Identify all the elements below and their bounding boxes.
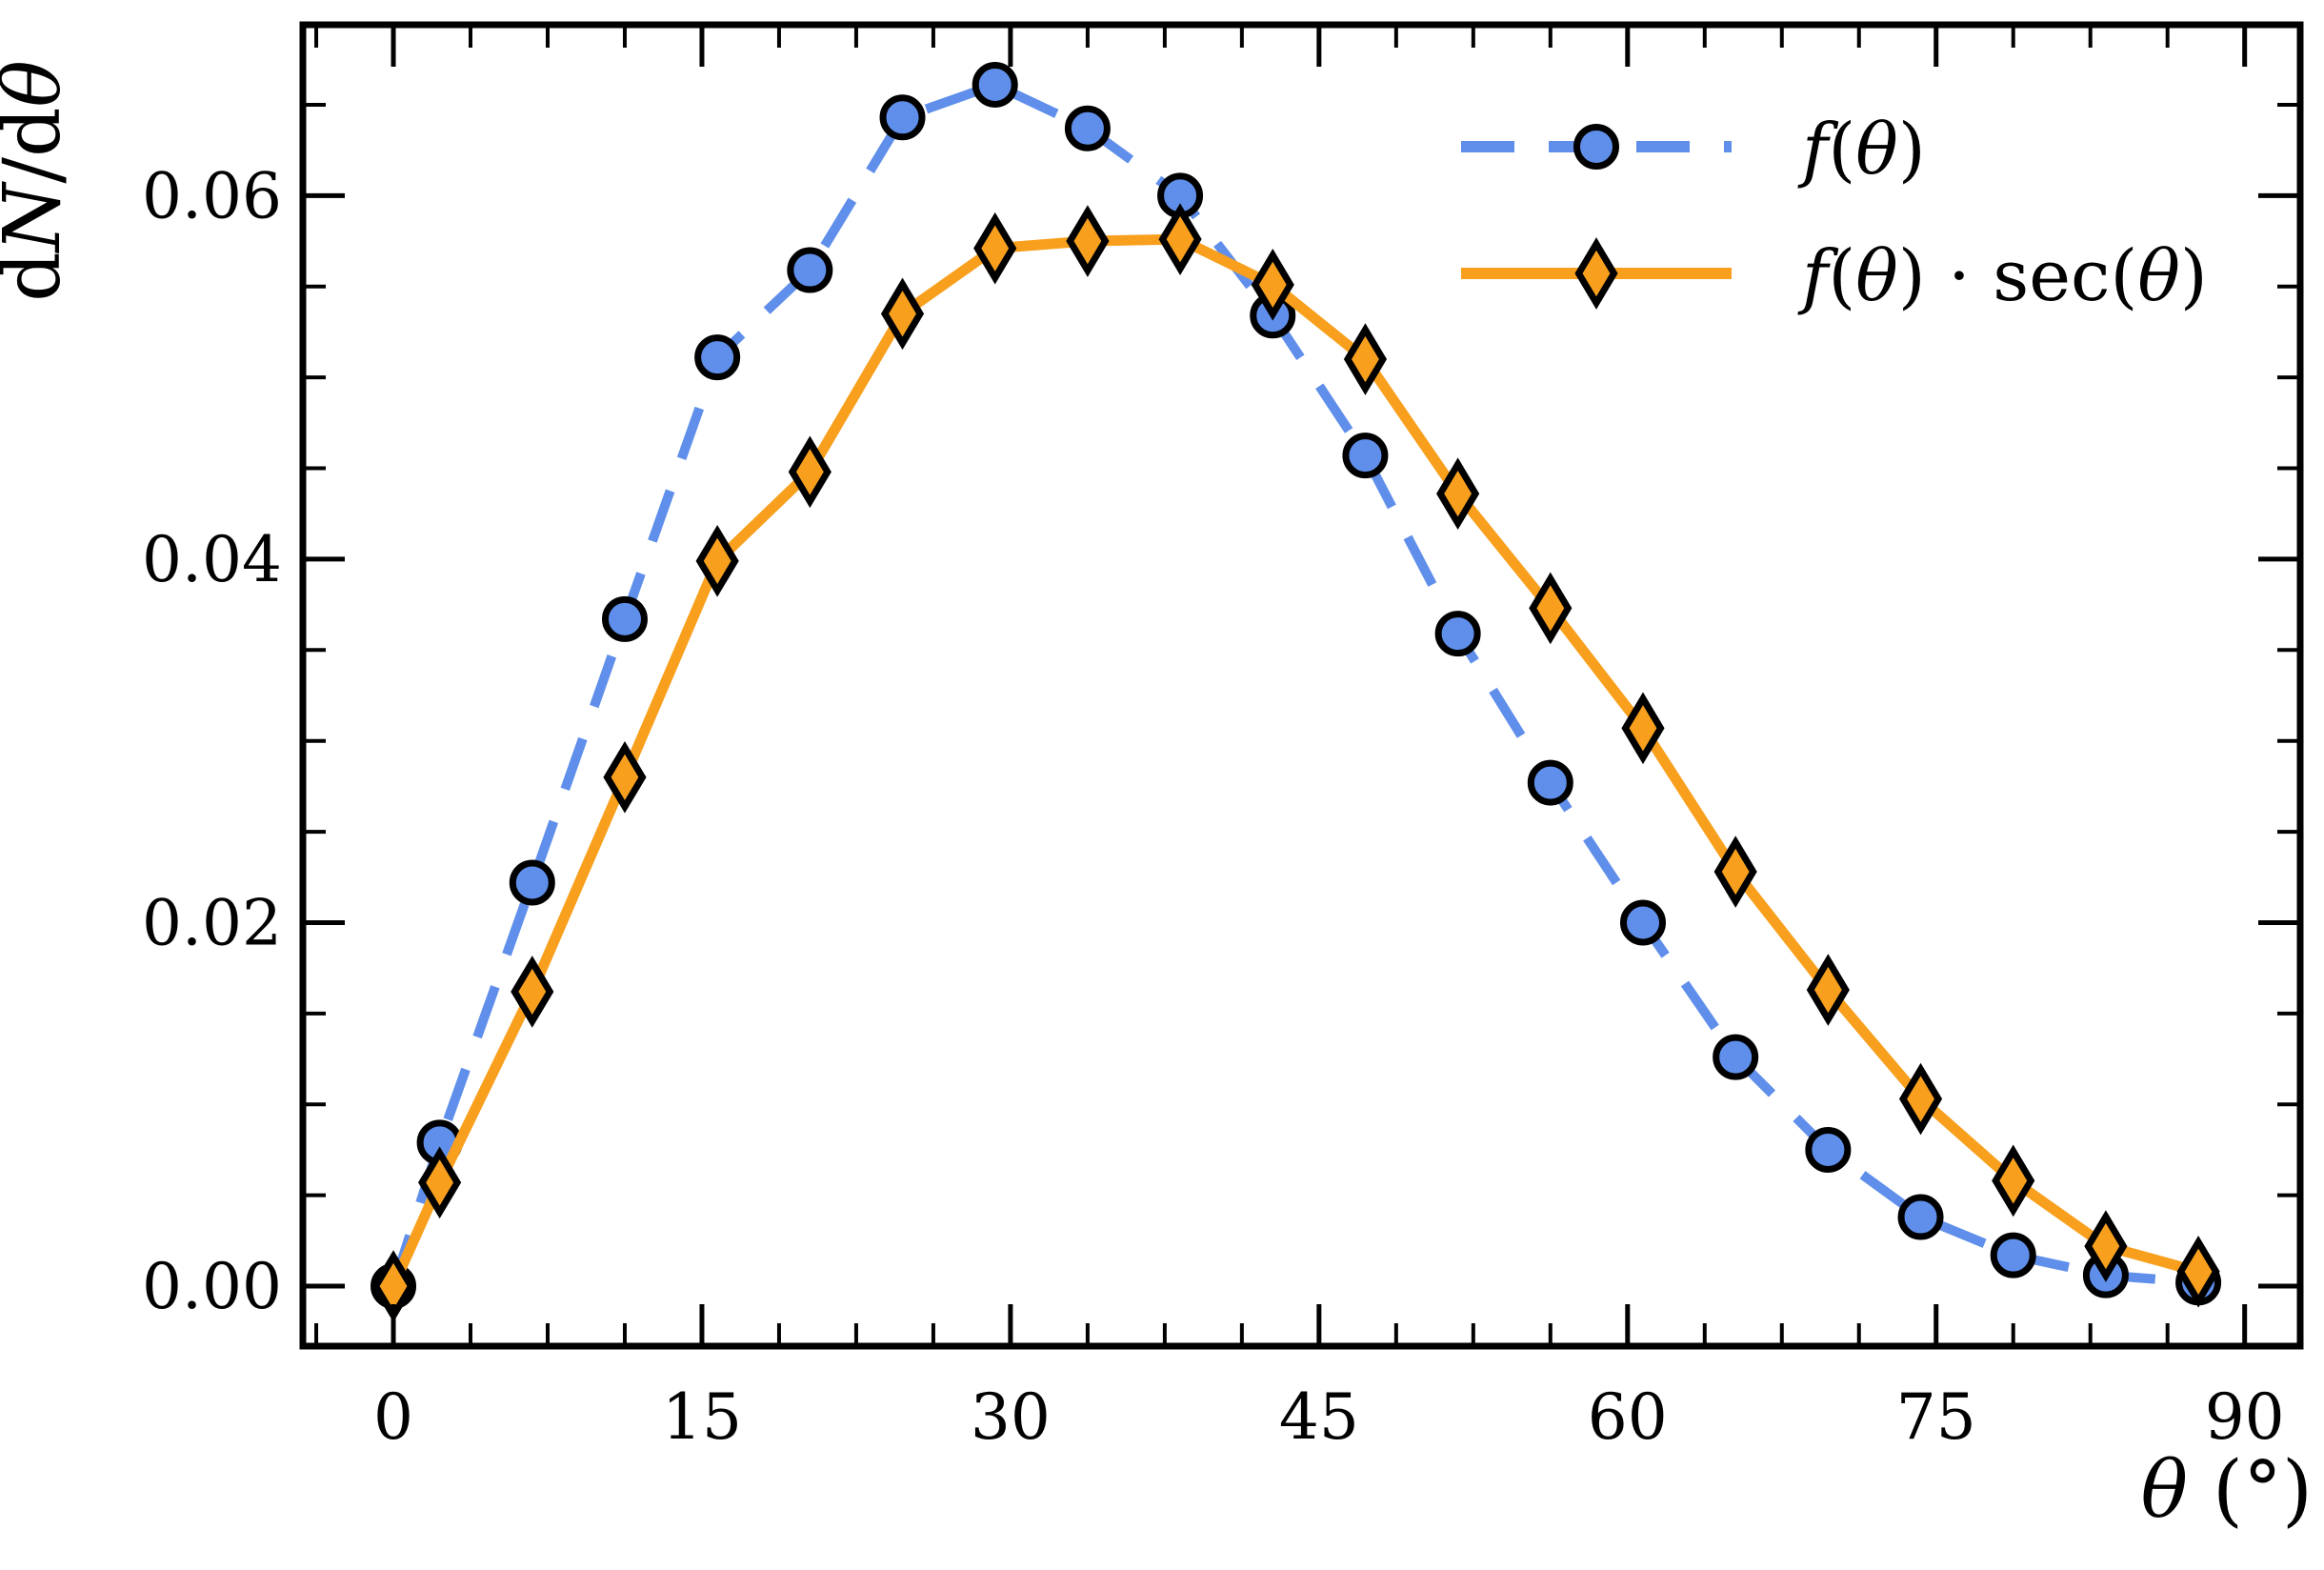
x-tick-label: 15 [662, 1380, 742, 1454]
circle-data-point-marker [1434, 611, 1481, 657]
diamond-data-point-marker [1992, 1144, 2035, 1218]
solid-series-line [389, 233, 2200, 1289]
diamond-data-point-marker [1898, 1062, 1943, 1136]
circle-data-point-marker [1897, 1194, 1944, 1240]
circle-data-point-marker [1713, 1034, 1759, 1080]
x-tick-label: 60 [1588, 1380, 1668, 1454]
diamond-data-point-marker [1158, 203, 1202, 275]
circle-data-point-marker [1342, 433, 1389, 479]
y-tick-label: 0.04 [142, 523, 282, 596]
diamond-data-point-marker [1251, 248, 1294, 321]
circle-data-point-marker [509, 859, 555, 906]
x-tick-label: 90 [2205, 1380, 2285, 1454]
diamond-data-point-marker [1713, 835, 1757, 908]
axes-frame: 0 15 30 45 60 75 90 0.00 0.02 0.04 0.06 [142, 21, 2304, 1454]
x-axis-label: θ (°) [2141, 1445, 2313, 1536]
circle-data-point-marker [879, 94, 926, 141]
diamond-data-point-marker [1621, 692, 1665, 765]
x-tick-label: 0 [373, 1380, 413, 1454]
circle-data-point-marker [1805, 1126, 1852, 1173]
diamond-data-point-marker [511, 956, 554, 1028]
circle-data-point-marker [787, 247, 833, 293]
diamond-data-point-marker [1529, 572, 1573, 645]
circle-data-point-marker [1527, 759, 1573, 806]
diamond-data-point-marker [603, 741, 647, 814]
legend-item-f-theta: f(θ) [1461, 109, 1926, 191]
circle-data-point-marker [1064, 105, 1111, 151]
circle-data-point-marker [1990, 1232, 2036, 1278]
diamond-data-point-marker [418, 1146, 462, 1219]
diamond-data-point-marker [880, 277, 925, 351]
series-f-theta-sec [371, 203, 2220, 1322]
x-tick-label: 30 [971, 1380, 1051, 1454]
y-tick-label: 0.00 [142, 1250, 282, 1323]
diamond-data-point-marker [1066, 205, 1110, 277]
diamond-data-point-marker [2084, 1210, 2128, 1282]
diamond-data-point-marker [1343, 323, 1388, 395]
diamond-data-point-marker [788, 435, 831, 509]
legend-item-f-theta-sec: f(θ) · sec(θ) [1461, 235, 2208, 317]
circle-data-point-marker [972, 61, 1018, 108]
legend-label-f-theta-sec: f(θ) · sec(θ) [1797, 235, 2208, 317]
y-tick-label: 0.06 [142, 159, 282, 232]
diamond-data-point-marker [973, 211, 1017, 285]
x-tick-label: 75 [1896, 1380, 1976, 1454]
diamond-data-point-marker [1806, 954, 1850, 1026]
diamond-data-point-marker [695, 524, 739, 597]
legend-diamond-marker-icon [1574, 237, 1618, 310]
circle-data-point-marker [694, 334, 741, 381]
diamond-data-point-marker [1436, 457, 1480, 531]
y-tick-label: 0.02 [142, 886, 282, 959]
y-axis-label: dN/dθ [0, 60, 78, 302]
circle-data-point-marker [601, 595, 648, 642]
legend-label-f-theta: f(θ) [1797, 109, 1926, 191]
plot-spines [299, 21, 2304, 1350]
circle-data-point-marker [1619, 899, 1666, 946]
diamond-data-point-marker [2176, 1235, 2220, 1308]
legend: f(θ) f(θ) · sec(θ) [1461, 109, 2208, 317]
legend-circle-marker-icon [1573, 124, 1619, 170]
series-f-theta [371, 61, 2222, 1310]
x-tick-label: 45 [1279, 1380, 1359, 1454]
plot-area [371, 61, 2222, 1322]
